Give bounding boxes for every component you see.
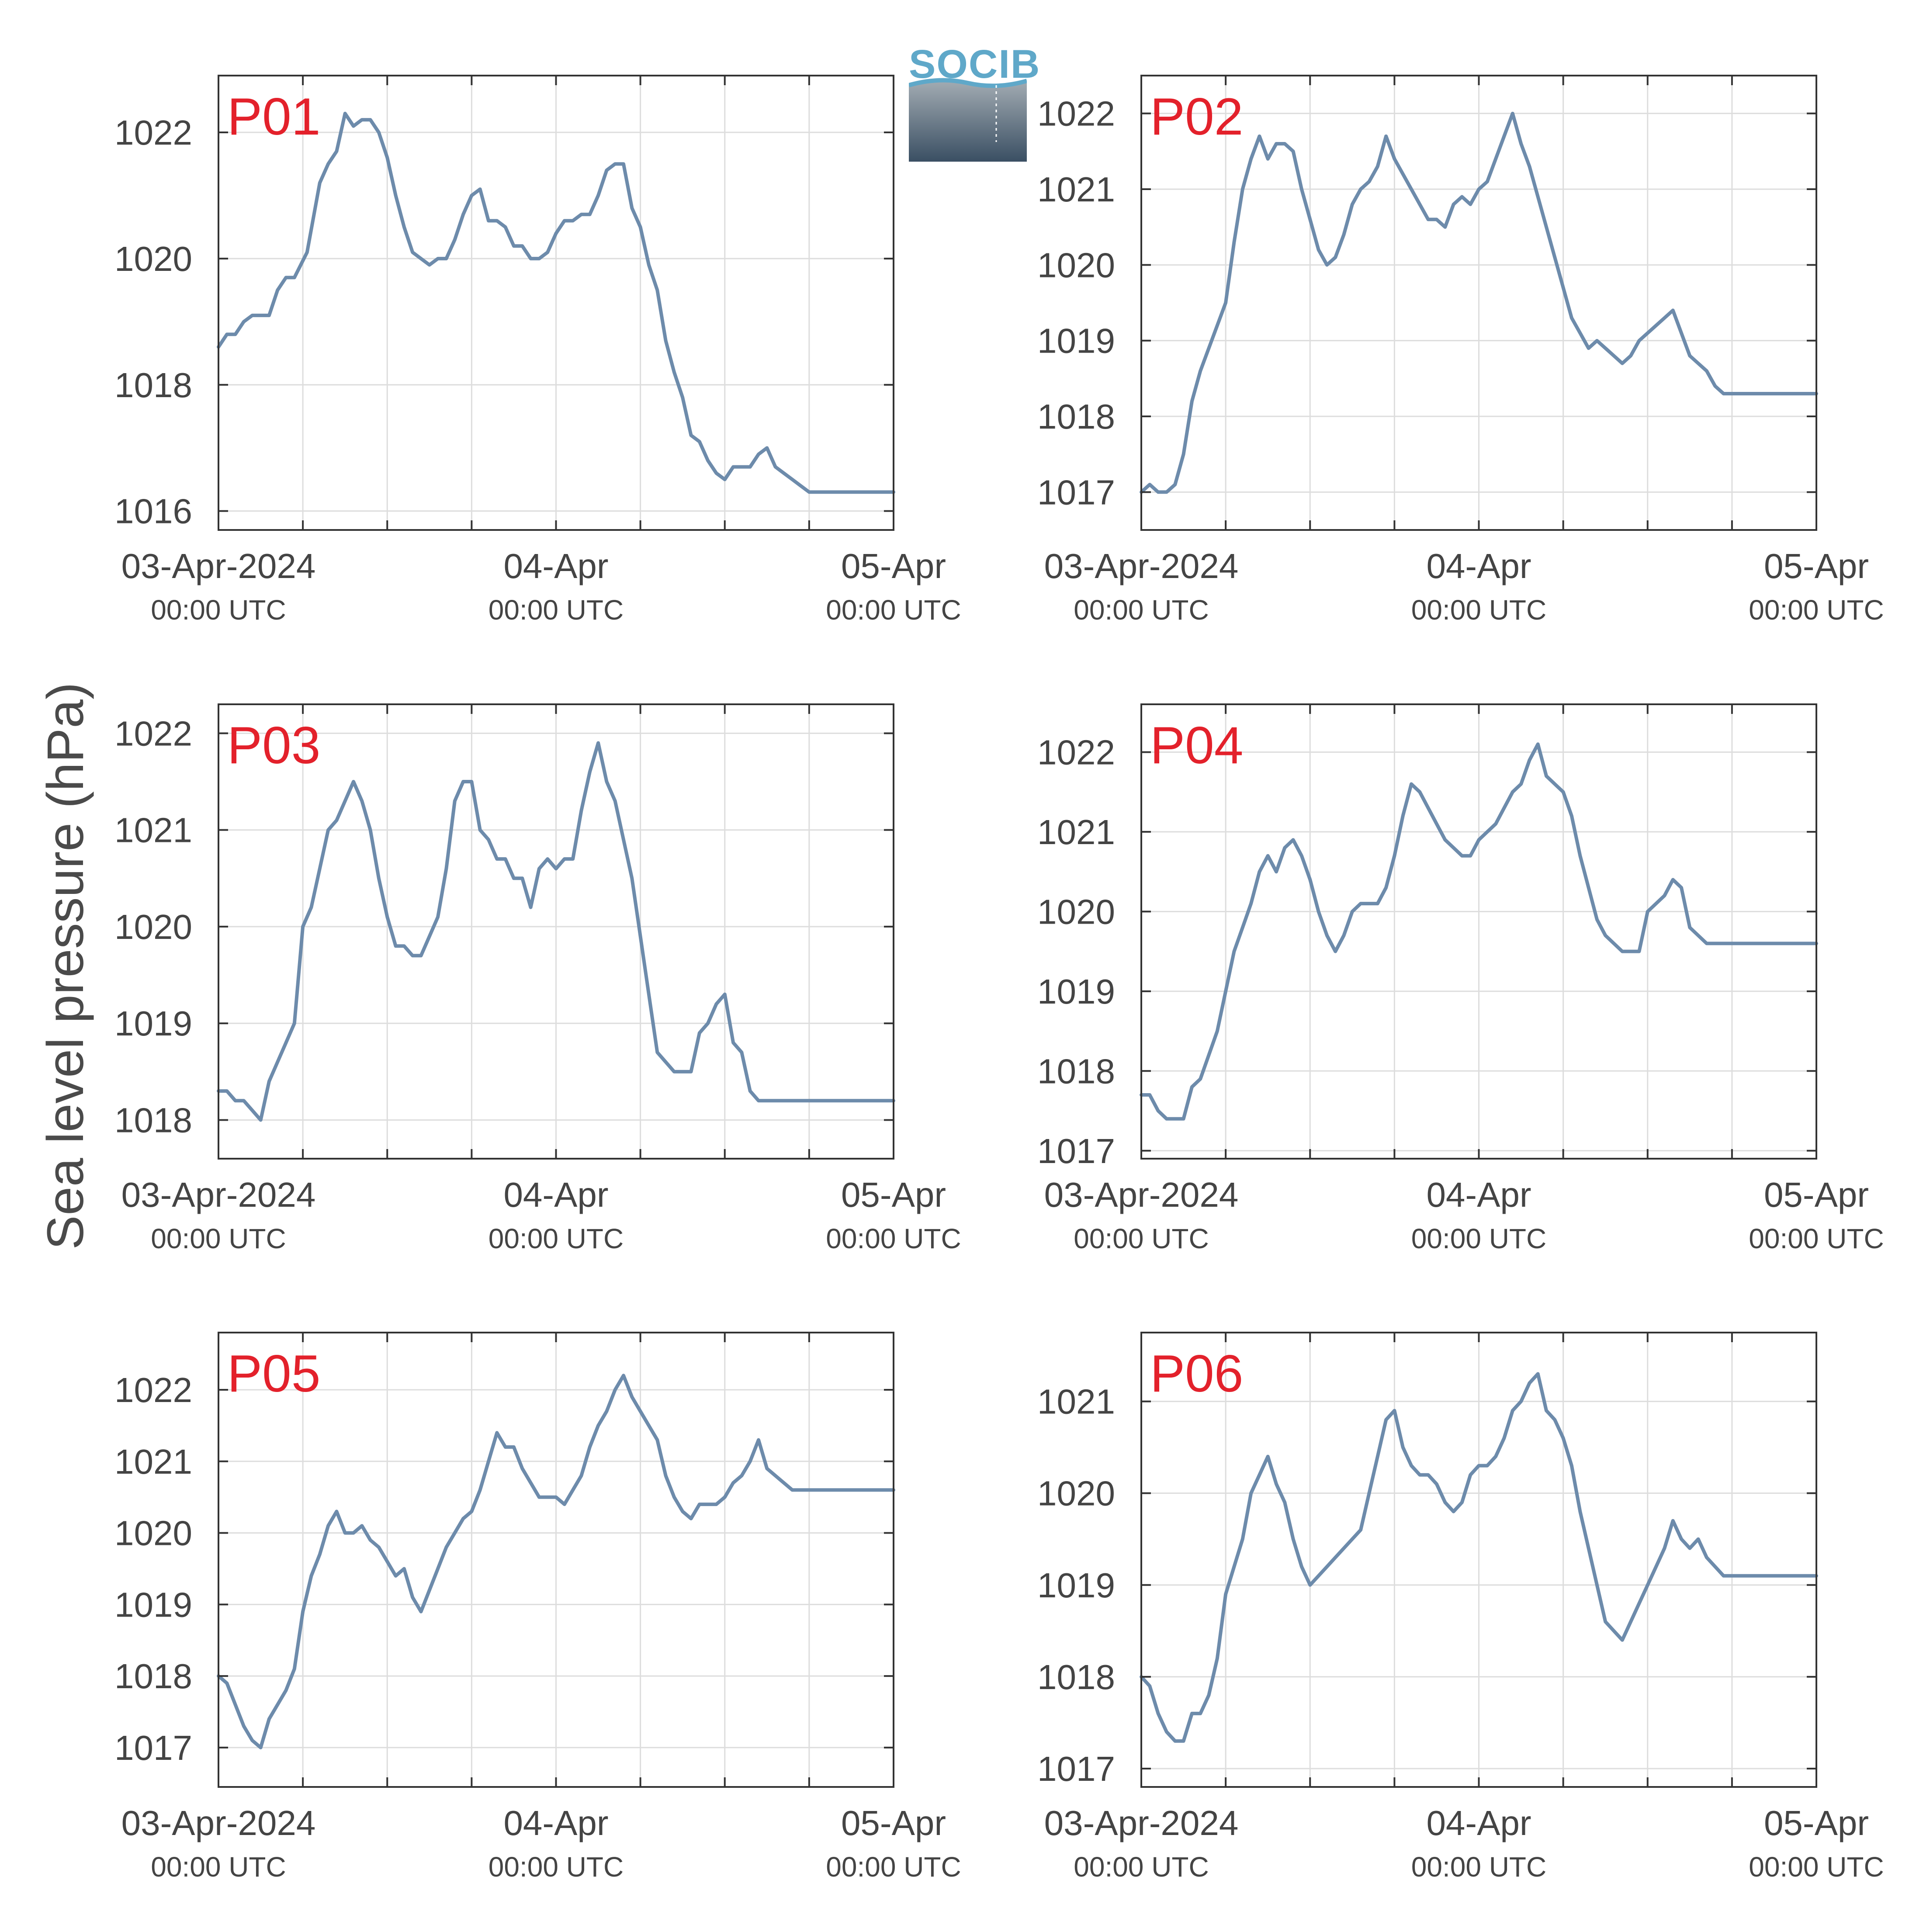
pressure-series-line [1140, 111, 1818, 494]
socib-logo-graphic [909, 78, 1027, 162]
y-tick-label: 1022 [114, 1371, 192, 1409]
y-tick-label: 1021 [1037, 1382, 1115, 1421]
x-tick-label-time: 00:00 UTC [826, 594, 961, 626]
y-tick-label: 1018 [114, 1657, 192, 1696]
panel-label: P05 [227, 1344, 321, 1403]
x-tick-label-time: 00:00 UTC [1411, 1851, 1546, 1883]
x-tick-label-time: 00:00 UTC [151, 1223, 286, 1254]
y-tick-label: 1019 [114, 1004, 192, 1043]
x-tick-label-time: 00:00 UTC [826, 1223, 961, 1254]
pressure-series-line [1140, 742, 1818, 1121]
socib-logo: SOCIB [909, 42, 1039, 164]
y-tick-label: 1021 [114, 1442, 192, 1481]
y-tick-label: 1017 [114, 1728, 192, 1767]
x-tick-label-date: 05-Apr [841, 1175, 946, 1214]
x-tick-label-time: 00:00 UTC [489, 594, 624, 626]
panel-label: P04 [1150, 716, 1244, 775]
panel-label: P03 [227, 716, 321, 775]
y-tick-label: 1019 [1037, 1566, 1115, 1605]
panel-p05: 1017 1018 1019 1020 1021 1022 03-Apr-2024 00:00… [114, 1332, 961, 1883]
x-tick-label-date: 05-Apr [841, 547, 946, 585]
x-tick-label-date: 05-Apr [841, 1804, 946, 1842]
x-tick-label-date: 04-Apr [503, 547, 608, 585]
x-tick-label-date: 04-Apr [1426, 1804, 1531, 1842]
x-tick-label-time: 00:00 UTC [1074, 1851, 1209, 1883]
y-tick-label: 1021 [1037, 813, 1115, 852]
x-tick-label-time: 00:00 UTC [151, 594, 286, 626]
y-tick-label: 1020 [114, 239, 192, 278]
panel-p04: 1017 1018 1019 1020 1021 1022 03-Apr-2024 00:00… [1037, 703, 1884, 1254]
y-axis-label: Sea level pressure (hPa) [37, 682, 94, 1250]
x-tick-label-time: 00:00 UTC [1411, 594, 1546, 626]
panel-label: P06 [1150, 1344, 1244, 1403]
x-tick-label-time: 00:00 UTC [489, 1223, 624, 1254]
y-tick-label: 1020 [114, 1514, 192, 1553]
x-tick-label-time: 00:00 UTC [1411, 1223, 1546, 1254]
x-tick-label-date: 04-Apr [1426, 547, 1531, 585]
panel-label: P02 [1150, 87, 1244, 146]
x-tick-label-time: 00:00 UTC [151, 1851, 286, 1883]
y-tick-label: 1018 [1037, 1658, 1115, 1697]
panel-p03: 1018 1019 1020 1021 1022 03-Apr-2024 00:00 UTC… [114, 703, 961, 1254]
panel-p02: 1017 1018 1019 1020 1021 1022 03-Apr-2024 00:00… [1037, 75, 1884, 626]
y-tick-label: 1018 [1037, 397, 1115, 436]
x-tick-label-time: 00:00 UTC [1074, 594, 1209, 626]
x-tick-label-time: 00:00 UTC [1749, 1223, 1884, 1254]
panel-p06: 1017 1018 1019 1020 1021 03-Apr-2024 00:00 UTC… [1037, 1332, 1884, 1883]
pressure-series-line [217, 741, 895, 1122]
y-tick-label: 1022 [114, 113, 192, 152]
y-tick-label: 1020 [1037, 892, 1115, 931]
panel-label: P01 [227, 87, 321, 146]
x-tick-label-date: 04-Apr [1426, 1175, 1531, 1214]
y-tick-label: 1017 [1037, 1132, 1115, 1170]
y-tick-label: 1020 [1037, 1474, 1115, 1513]
y-tick-label: 1022 [1037, 733, 1115, 772]
y-tick-label: 1020 [1037, 246, 1115, 284]
x-tick-label-time: 00:00 UTC [489, 1851, 624, 1883]
x-tick-label-time: 00:00 UTC [1074, 1223, 1209, 1254]
x-tick-label-date: 04-Apr [503, 1804, 608, 1842]
y-tick-label: 1020 [114, 907, 192, 946]
y-tick-label: 1017 [1037, 473, 1115, 512]
y-tick-label: 1019 [1037, 972, 1115, 1011]
x-tick-label-time: 00:00 UTC [1749, 1851, 1884, 1883]
y-tick-label: 1019 [114, 1585, 192, 1624]
x-tick-label-date: 03-Apr-2024 [121, 547, 316, 585]
x-tick-label-date: 05-Apr [1764, 1804, 1869, 1842]
x-tick-label-date: 03-Apr-2024 [1044, 1804, 1239, 1842]
y-tick-label: 1017 [1037, 1749, 1115, 1788]
pressure-series-line [1140, 1372, 1818, 1743]
x-tick-label-date: 05-Apr [1764, 547, 1869, 585]
x-tick-label-date: 05-Apr [1764, 1175, 1869, 1214]
y-tick-label: 1021 [1037, 170, 1115, 209]
x-tick-label-date: 03-Apr-2024 [1044, 1175, 1239, 1214]
pressure-series-line [217, 111, 895, 494]
x-tick-label-date: 04-Apr [503, 1175, 608, 1214]
y-tick-label: 1021 [114, 811, 192, 850]
pressure-series-line [217, 1374, 895, 1749]
y-tick-label: 1019 [1037, 322, 1115, 360]
panel-p01: 1016 1018 1020 1022 03-Apr-2024 00:00 UTC 04-A… [114, 75, 961, 626]
x-tick-label-time: 00:00 UTC [1749, 594, 1884, 626]
y-tick-label: 1018 [1037, 1052, 1115, 1091]
y-tick-label: 1018 [114, 1101, 192, 1139]
y-tick-label: 1018 [114, 366, 192, 405]
y-tick-label: 1016 [114, 492, 192, 531]
x-tick-label-date: 03-Apr-2024 [121, 1175, 316, 1214]
x-tick-label-date: 03-Apr-2024 [1044, 547, 1239, 585]
x-tick-label-time: 00:00 UTC [826, 1851, 961, 1883]
x-tick-label-date: 03-Apr-2024 [121, 1804, 316, 1842]
y-tick-label: 1022 [114, 714, 192, 753]
y-tick-label: 1022 [1037, 94, 1115, 133]
